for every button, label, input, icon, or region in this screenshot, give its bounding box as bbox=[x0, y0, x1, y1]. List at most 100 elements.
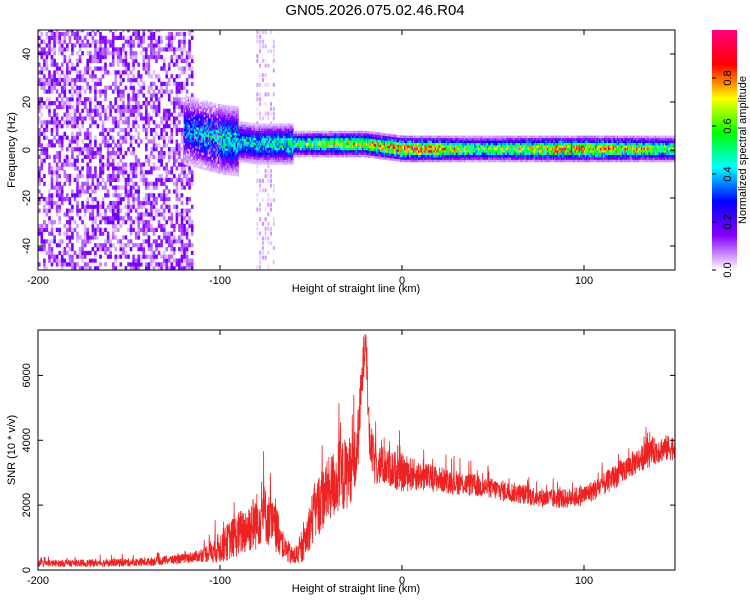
heatmap-cell bbox=[86, 181, 89, 186]
heatmap-cell bbox=[187, 155, 190, 159]
heatmap-cell bbox=[297, 152, 299, 155]
heatmap-cell bbox=[147, 193, 151, 198]
heatmap-cell bbox=[256, 207, 259, 212]
heatmap-cell bbox=[38, 166, 41, 171]
heatmap-cell bbox=[43, 181, 46, 186]
heatmap-cell bbox=[316, 142, 318, 146]
heatmap-cell bbox=[277, 126, 280, 129]
heatmap-cell bbox=[211, 157, 214, 160]
heatmap-cell bbox=[327, 138, 330, 141]
heatmap-cell bbox=[185, 220, 189, 225]
heatmap-cell bbox=[167, 47, 171, 52]
heatmap-cell bbox=[101, 89, 105, 94]
heatmap-cell bbox=[167, 112, 171, 117]
heatmap-cell bbox=[305, 133, 308, 136]
heatmap-cell bbox=[276, 162, 279, 165]
heatmap-cell bbox=[322, 150, 325, 153]
heatmap-cell bbox=[256, 54, 259, 58]
heatmap-cell bbox=[45, 62, 49, 67]
heatmap-cell bbox=[55, 31, 59, 37]
heatmap-cell bbox=[212, 164, 215, 168]
heatmap-cell bbox=[132, 93, 135, 98]
heatmap-cell bbox=[190, 161, 192, 164]
heatmap-cell bbox=[191, 106, 193, 109]
heatmap-cell bbox=[262, 130, 265, 134]
heatmap-cell bbox=[106, 235, 110, 240]
heatmap-cell bbox=[225, 165, 228, 168]
heatmap-cell bbox=[175, 216, 179, 221]
heatmap-cell bbox=[175, 101, 179, 106]
heatmap-cell bbox=[43, 223, 46, 229]
heatmap-cell bbox=[254, 142, 257, 146]
heatmap-cell bbox=[40, 193, 44, 198]
heatmap-cell bbox=[332, 135, 335, 139]
heatmap-cell bbox=[129, 170, 133, 175]
heatmap-cell bbox=[358, 150, 360, 153]
heatmap-cell bbox=[272, 162, 275, 165]
heatmap-cell bbox=[132, 170, 135, 175]
heatmap-cell bbox=[309, 152, 312, 155]
heatmap-cell bbox=[175, 151, 179, 156]
heatmap-cell bbox=[190, 137, 192, 140]
heatmap-cell bbox=[234, 173, 237, 177]
heatmap-cell bbox=[63, 131, 67, 136]
heatmap-cell bbox=[369, 136, 372, 139]
heatmap-cell bbox=[288, 142, 290, 146]
heatmap-cell bbox=[137, 185, 140, 190]
heatmap-cell bbox=[260, 152, 262, 155]
heatmap-cell bbox=[257, 135, 260, 139]
heatmap-cell bbox=[212, 160, 215, 163]
heatmap-cell bbox=[372, 141, 374, 144]
heatmap-cell bbox=[134, 78, 138, 83]
heatmap-cell bbox=[142, 220, 146, 225]
heatmap-cell bbox=[101, 66, 105, 71]
heatmap-cell bbox=[261, 123, 264, 127]
heatmap-cell bbox=[122, 235, 125, 240]
heatmap-cell bbox=[355, 145, 358, 148]
heatmap-cell bbox=[246, 131, 248, 135]
heatmap-cell bbox=[165, 131, 168, 136]
heatmap-cell bbox=[134, 97, 138, 102]
heatmap-cell bbox=[76, 147, 79, 152]
heatmap-cell bbox=[271, 159, 274, 163]
heatmap-cell bbox=[104, 212, 107, 217]
heatmap-cell bbox=[229, 122, 232, 125]
heatmap-cell bbox=[215, 148, 218, 152]
heatmap-cell bbox=[327, 140, 330, 143]
heatmap-cell bbox=[190, 113, 192, 116]
heatmap-cell bbox=[180, 262, 184, 267]
heatmap-cell bbox=[111, 39, 115, 44]
heatmap-cell bbox=[76, 85, 79, 90]
heatmap-cell bbox=[76, 254, 79, 259]
heatmap-cell bbox=[300, 147, 303, 151]
heatmap-cell bbox=[173, 35, 176, 40]
heatmap-cell bbox=[289, 157, 292, 160]
heatmap-cell bbox=[60, 166, 64, 171]
heatmap-cell bbox=[247, 153, 250, 157]
heatmap-cell bbox=[76, 97, 79, 102]
heatmap-cell bbox=[345, 130, 348, 134]
heatmap-cell bbox=[38, 170, 41, 175]
heatmap-cell bbox=[264, 92, 267, 97]
heatmap-cell bbox=[279, 128, 281, 131]
heatmap-cell bbox=[142, 197, 146, 202]
heatmap-cell bbox=[214, 170, 216, 173]
heatmap-cell bbox=[239, 159, 242, 163]
heatmap-cell bbox=[196, 105, 199, 108]
heatmap-cell bbox=[200, 142, 202, 145]
heatmap-cell bbox=[137, 227, 140, 232]
heatmap-cell bbox=[186, 133, 188, 137]
heatmap-cell bbox=[94, 55, 97, 60]
heatmap-cell bbox=[132, 85, 135, 90]
heatmap-cell bbox=[111, 139, 115, 144]
heatmap-cell bbox=[185, 200, 189, 206]
heatmap-cell bbox=[216, 146, 219, 150]
heatmap-cell bbox=[94, 74, 97, 79]
heatmap-cell bbox=[276, 133, 279, 136]
heatmap-cell bbox=[224, 109, 227, 113]
heatmap-cell bbox=[293, 138, 295, 141]
heatmap-cell bbox=[365, 135, 368, 139]
heatmap-cell bbox=[259, 217, 262, 222]
heatmap-cell bbox=[76, 58, 79, 63]
heatmap-cell bbox=[86, 143, 89, 148]
